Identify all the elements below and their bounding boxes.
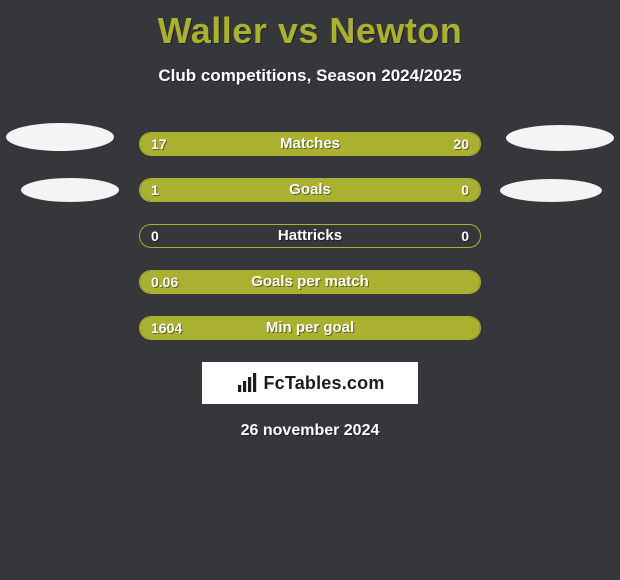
metric-row-matches: 17 20 Matches [139,132,481,156]
metric-row-hattricks: 0 0 Hattricks [139,224,481,248]
comparison-chart: 17 20 Matches 1 0 Goals 0 0 Hattricks 0.… [0,132,620,340]
value-right: 0 [461,224,469,248]
value-left: 0.06 [151,270,178,294]
bar-left [140,179,480,201]
bar-track [139,224,481,248]
date-label: 26 november 2024 [0,422,620,440]
bar-track [139,132,481,156]
value-left: 1604 [151,316,182,340]
bar-track [139,316,481,340]
bar-track [139,178,481,202]
brand-text: FcTables.com [263,373,384,394]
bar-track [139,270,481,294]
value-right: 20 [453,132,469,156]
bar-left [140,271,480,293]
value-left: 1 [151,178,159,202]
value-left: 0 [151,224,159,248]
metric-row-goals-per-match: 0.06 Goals per match [139,270,481,294]
brand-badge: FcTables.com [202,362,418,404]
metric-row-min-per-goal: 1604 Min per goal [139,316,481,340]
subtitle: Club competitions, Season 2024/2025 [0,66,620,86]
bar-right [296,133,480,155]
metric-row-goals: 1 0 Goals [139,178,481,202]
bar-chart-icon [235,371,259,395]
value-left: 17 [151,132,167,156]
page-title: Waller vs Newton [0,0,620,52]
value-right: 0 [461,178,469,202]
bar-left [140,317,480,339]
